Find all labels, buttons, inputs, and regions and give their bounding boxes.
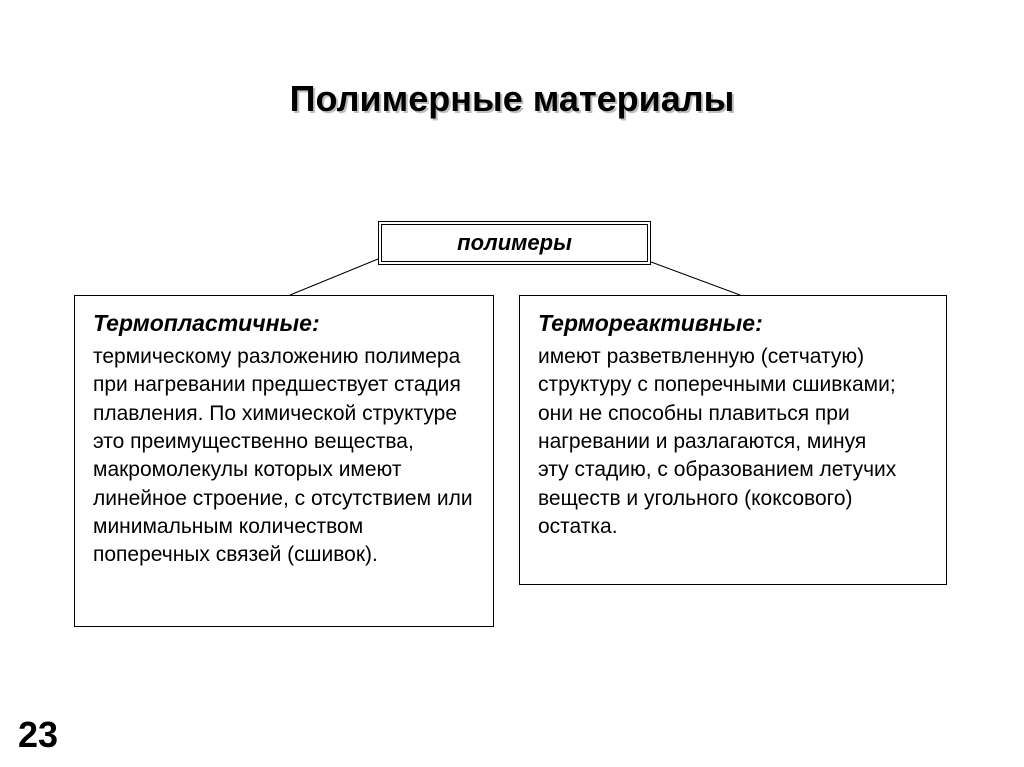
slide-title: Полимерные материалы <box>0 78 1024 120</box>
root-node: полимеры <box>378 221 651 265</box>
left-box-body: термическому разложению полимера при наг… <box>93 343 475 570</box>
connector-right <box>643 259 740 295</box>
left-box: Термопластичные: термическому разложению… <box>74 295 494 627</box>
left-box-title: Термопластичные: <box>93 310 475 337</box>
root-node-label: полимеры <box>457 230 572 256</box>
page-number: 23 <box>18 714 58 756</box>
right-box: Термореактивные: имеют разветвленную (се… <box>519 295 947 585</box>
right-box-body: имеют разветвленную (сетчатую) структуру… <box>538 343 928 541</box>
connector-left <box>290 259 378 295</box>
right-box-title: Термореактивные: <box>538 310 928 337</box>
